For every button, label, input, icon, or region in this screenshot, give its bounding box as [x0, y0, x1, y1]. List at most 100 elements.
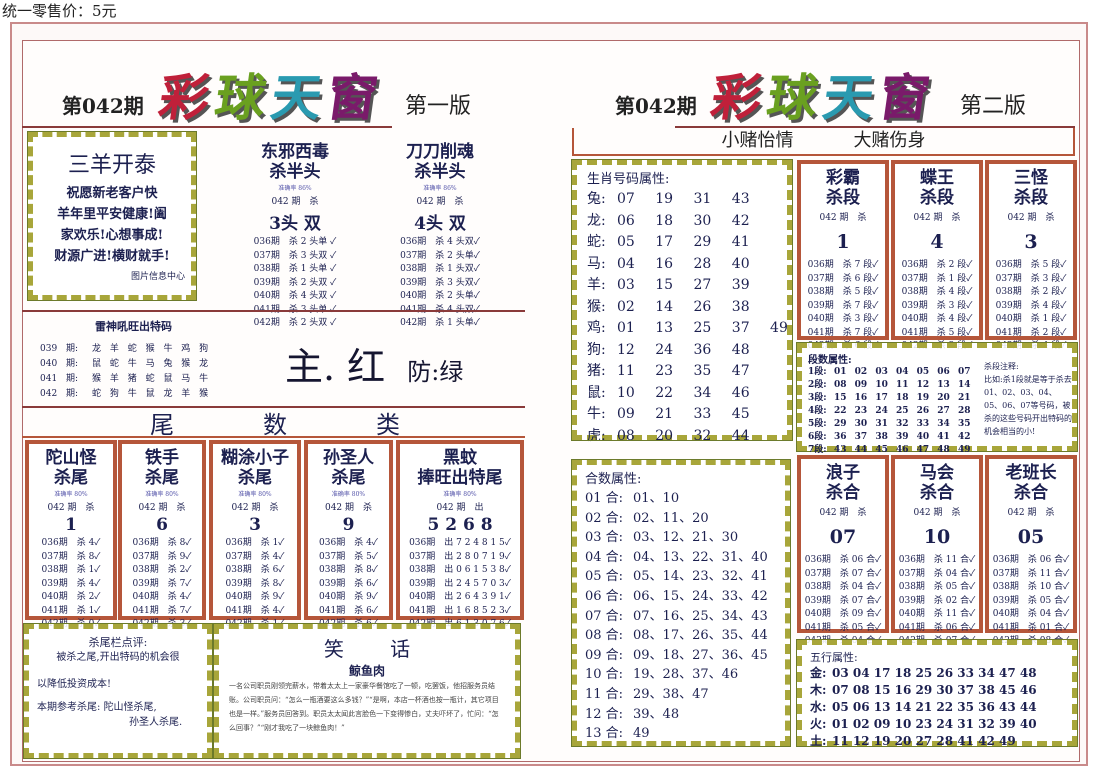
kill-segment-column-name: 蝶王 [920, 168, 954, 188]
comment-ref-label: 本期参考杀尾: [37, 702, 101, 713]
tail-heading-char: 类 [376, 411, 400, 439]
sum-row: 09 合: 09、18、27、36、45 [585, 646, 777, 666]
joke-title: 鲸鱼肉 [348, 664, 385, 678]
kill-sum-column: 浪子 杀合 042 期 杀 07 036期 杀 06 合✓ 037期 杀 07 合… [797, 455, 889, 646]
pick-value: 6 [156, 515, 168, 535]
zodiac-row-values: 03 15 27 39 [617, 277, 750, 293]
zodiac-row-label: 龙: [587, 212, 606, 229]
sum-row: 03 合: 03、12、21、30 [585, 528, 777, 548]
logo-char: 窗 [323, 68, 388, 127]
history-row: 038期 杀 6✓ [225, 565, 285, 575]
five-elements-row-label: 金: [810, 666, 827, 680]
sum-row-values: 03、12、21、30 [633, 530, 739, 546]
logo-right: 彩球天窗 [707, 58, 939, 130]
sum-row-values: 02、11、20 [633, 510, 709, 526]
zodiac-row-label: 鼠: [587, 384, 606, 401]
zodiac-row-values: 12 24 36 48 [617, 341, 750, 358]
pick-value: 07 [829, 526, 857, 548]
history-row: 039期 杀 4✓ [41, 578, 101, 589]
retail-price: 统一零售价：5元 [2, 2, 117, 20]
zodiac-row-label: 狗: [587, 341, 606, 358]
leishen-section: 雷神吼旺出特码 039 期: 龙 羊 蛇 猴 牛 鸡 狗 040 期: 鼠 蛇 牛 马… [40, 318, 240, 402]
segment-row: 6段: 36 37 38 39 40 41 42 [808, 431, 978, 444]
kill-segment-column-type: 杀段 [920, 188, 954, 208]
zodiac-row: 蛇: 05 17 29 41 [587, 232, 777, 254]
kill-tail-column: 陀山怪 杀尾 准确率 80% 042 期 杀 1 036期 杀 4✓ 037期 杀… [25, 440, 117, 629]
kill-head-column: 东邪西毒 杀半头 准确率 86% 042 期 杀 3头 双 036期 杀 2 头… [215, 138, 375, 328]
history-row: 036期 杀 4✓ [41, 538, 101, 548]
pick-value: 3 [249, 515, 261, 535]
joke-heading-char: 笑 [323, 637, 344, 661]
segment-row: 4段: 22 23 24 25 26 27 28 [808, 405, 978, 418]
kill-head-column-type: 杀半头 [269, 162, 321, 182]
comment-ref-item: 孙圣人杀尾. [129, 717, 183, 728]
sum-box: 合数属性: 01 合: 01、10 02 合: 02、11、20 03 合: 03、12、… [571, 459, 791, 747]
leishen-row: 042 期: 蛇 狗 牛 鼠 龙 羊 猴 [40, 387, 240, 402]
greeting-line: 财源广进!横财就手! [54, 249, 170, 264]
zodiac-row-values: 05 17 29 41 [617, 234, 750, 250]
history-row: 041期 杀 3 头单 ✓ [215, 304, 375, 318]
main-color: 主. 红 [285, 345, 386, 389]
history-row: 040期 杀 2✓ [41, 592, 101, 602]
history-row: 037期 杀 9✓ [132, 551, 192, 562]
greeting-box: 三羊开泰 祝愿新老客户快 羊年里平安健康!阖 家欢乐!心想事成! 财源广进!横财… [27, 131, 197, 301]
zodiac-row: 猴: 02 14 26 38 [587, 297, 777, 319]
zodiac-row-label: 兔: [587, 191, 606, 207]
kill-segment-column-type: 杀段 [826, 188, 860, 208]
accuracy-label: 准确率 86% [278, 185, 312, 192]
kill-tail-column: 糊涂小子 杀尾 准确率 80% 042 期 杀 3 036期 杀 1✓ 037期 … [209, 440, 301, 629]
sum-row: 11 合: 29、38、47 [585, 685, 777, 705]
logo-char: 球 [763, 68, 828, 127]
leishen-row-label: 039 期: [40, 344, 79, 354]
kill-tail-column-type: 杀尾 [331, 468, 366, 488]
kill-sum-column-name: 浪子 [826, 463, 860, 483]
history-row: 036期 杀 5 段✓ [995, 260, 1067, 270]
segment-row-label: 3段: [808, 393, 827, 403]
history-row: 041期 杀 06 合✓ [898, 622, 976, 633]
zodiac-row-label: 蛇: [587, 234, 606, 250]
history-row: 037期 杀 2 头单✓ [400, 250, 480, 261]
period-label: 042 期 杀 [231, 503, 279, 513]
sum-row-values: 08、17、26、35、44 [633, 628, 768, 644]
history-row: 041期 杀 1✓ [41, 605, 101, 616]
history-row: 036期 杀 8✓ [132, 538, 192, 548]
logo-char: 彩 [155, 68, 220, 127]
history-row: 037期 杀 11 合✓ [992, 568, 1070, 579]
kill-segment-column: 三怪 杀段 042 期 杀 3 036期 杀 5 段✓ 037期 杀 3 段✓ 03… [985, 160, 1077, 351]
sum-row-label: 05 合: [585, 569, 624, 585]
kill-segment-column: 蝶王 杀段 042 期 杀 4 036期 杀 2 段✓ 037期 杀 1 段✓ 03… [891, 160, 983, 351]
history-row: 038期 杀 05 合✓ [898, 582, 976, 592]
history-row: 036期 杀 4 头双✓ [400, 237, 480, 247]
pick-value: 5 2 6 8 [427, 515, 493, 535]
zodiac-row: 猪: 11 23 35 47 [587, 361, 777, 383]
sum-row-label: 12 合: [585, 706, 624, 722]
segment-row: 7段: 43 44 45 46 47 48 49 [808, 444, 978, 457]
sum-row-label: 02 合: [585, 510, 624, 526]
zodiac-row-values: 09 21 33 45 [617, 406, 750, 422]
edition-left: 第一版 [405, 94, 472, 119]
period-label: 042 期 杀 [138, 503, 186, 513]
accuracy-label: 准确率 86% [423, 185, 457, 192]
pick-value: 05 [1017, 526, 1045, 548]
kill-head-column-name: 东邪西毒 [261, 142, 329, 162]
leishen-row-label: 042 期: [40, 389, 79, 399]
five-elements-row: 水: 05 06 13 14 21 22 35 36 43 44 [810, 699, 1064, 716]
five-elements-box: 五行属性: 金: 03 04 17 18 25 26 33 34 47 48 木: 0… [796, 639, 1078, 748]
sum-row-values: 39、48 [633, 706, 680, 722]
history-row: 040期 杀 4✓ [132, 592, 192, 602]
sum-row-label: 10 合: [585, 667, 624, 683]
five-elements-row: 火: 01 02 09 10 23 24 31 32 39 40 [810, 716, 1064, 733]
history-row: 037期 杀 6 段✓ [807, 273, 879, 284]
history-row: 041期 杀 4✓ [225, 605, 285, 616]
sum-row-values: 49 [633, 726, 650, 742]
pick-value: 9 [342, 515, 355, 535]
sum-row: 06 合: 06、15、24、33、42 [585, 587, 777, 607]
history-row: 038期 杀 8✓ [319, 565, 378, 575]
leishen-row-label: 040 期: [40, 359, 79, 369]
five-elements-row-label: 水: [810, 700, 827, 714]
accuracy-label: 准确率 80% [443, 491, 477, 498]
five-elements-title: 五行属性: [810, 651, 858, 664]
pick-value: 1 [65, 515, 77, 535]
divider [675, 126, 1075, 128]
accuracy-label: 准确率 80% [331, 491, 366, 498]
